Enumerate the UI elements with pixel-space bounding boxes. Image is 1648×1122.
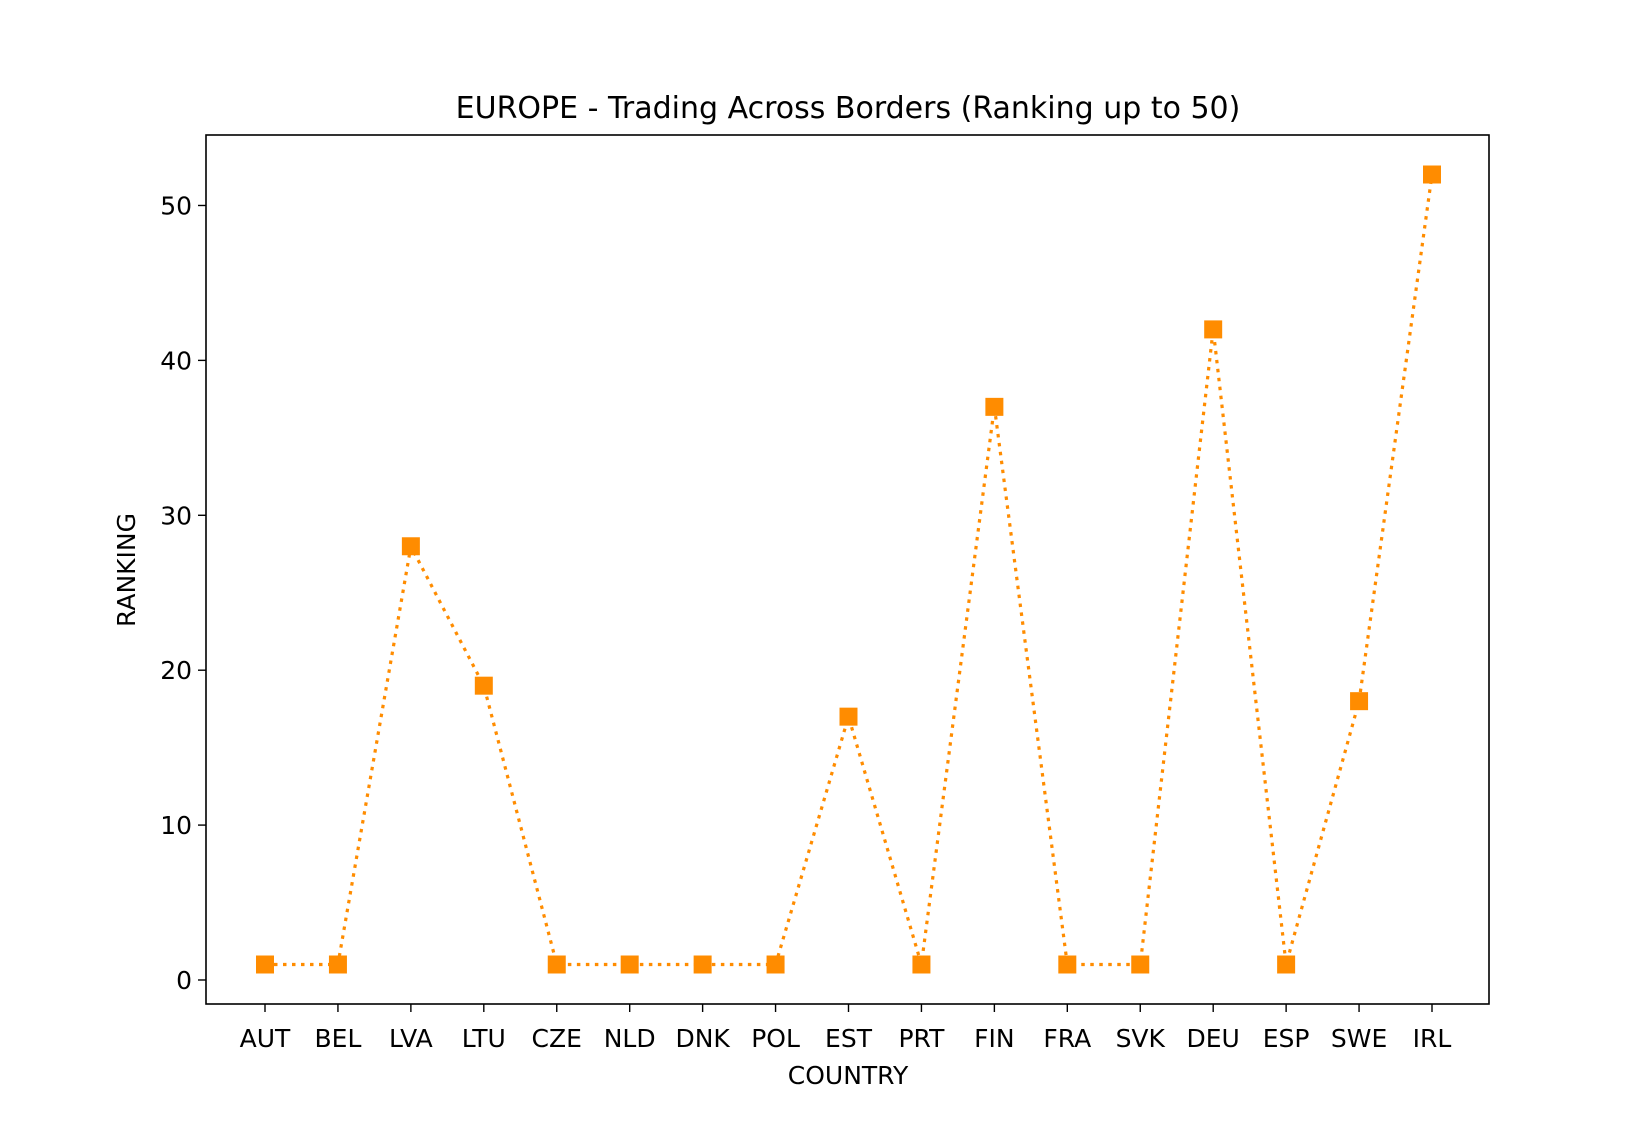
series-markers — [256, 165, 1441, 974]
x-tick-label-fin: FIN — [974, 1024, 1014, 1053]
y-tick-label: 30 — [160, 501, 192, 530]
data-point-fin — [985, 397, 1004, 416]
data-point-cze — [547, 955, 566, 974]
x-tick-label-swe: SWE — [1331, 1024, 1387, 1053]
x-tick-label-est: EST — [825, 1024, 873, 1053]
data-point-svk — [1131, 955, 1150, 974]
data-point-ltu — [474, 676, 493, 695]
x-tick-label-dnk: DNK — [675, 1024, 730, 1053]
y-tick-label: 40 — [160, 346, 192, 375]
x-tick-label-lva: LVA — [389, 1024, 433, 1053]
x-tick-label-cze: CZE — [532, 1024, 582, 1053]
data-point-est — [839, 707, 858, 726]
data-point-irl — [1423, 165, 1441, 184]
x-tick-label-irl: IRL — [1413, 1024, 1452, 1053]
x-tick-label-bel: BEL — [315, 1024, 362, 1053]
chart-title: EUROPE - Trading Across Borders (Ranking… — [456, 91, 1241, 126]
x-tick-label-ltu: LTU — [462, 1024, 506, 1053]
x-tick-label-esp: ESP — [1263, 1024, 1310, 1053]
x-tick-label-prt: PRT — [898, 1024, 945, 1053]
x-tick-label-svk: SVK — [1116, 1024, 1166, 1053]
y-tick-label: 10 — [160, 811, 192, 840]
y-tick-label: 20 — [160, 656, 192, 685]
plot-area — [205, 134, 1490, 1005]
data-point-deu — [1204, 320, 1223, 339]
x-tick-label-aut: AUT — [240, 1024, 291, 1053]
data-point-nld — [620, 955, 639, 974]
y-tick-label: 0 — [176, 966, 192, 995]
series-line — [265, 174, 1434, 967]
data-point-pol — [766, 955, 785, 974]
data-point-fra — [1058, 955, 1077, 974]
data-point-prt — [912, 955, 931, 974]
data-point-swe — [1350, 692, 1369, 711]
data-point-aut — [256, 955, 274, 974]
x-tick-label-pol: POL — [751, 1024, 800, 1053]
x-tick-label-fra: FRA — [1043, 1024, 1091, 1053]
data-point-dnk — [693, 955, 712, 974]
x-axis: AUT BEL LVA LTU CZE NLD DNK POL EST PRT FIN FRA SVK D… — [240, 1004, 1452, 1053]
y-axis: 0 10 20 30 40 50 — [160, 191, 206, 995]
x-tick-label-deu: DEU — [1187, 1024, 1240, 1053]
y-tick-label: 50 — [160, 191, 192, 220]
x-tick-label-nld: NLD — [604, 1024, 656, 1053]
y-axis-label: RANKING — [112, 513, 141, 627]
x-axis-label: COUNTRY — [788, 1061, 909, 1090]
data-point-lva — [401, 537, 420, 556]
data-point-esp — [1277, 955, 1296, 974]
data-point-bel — [328, 955, 347, 974]
